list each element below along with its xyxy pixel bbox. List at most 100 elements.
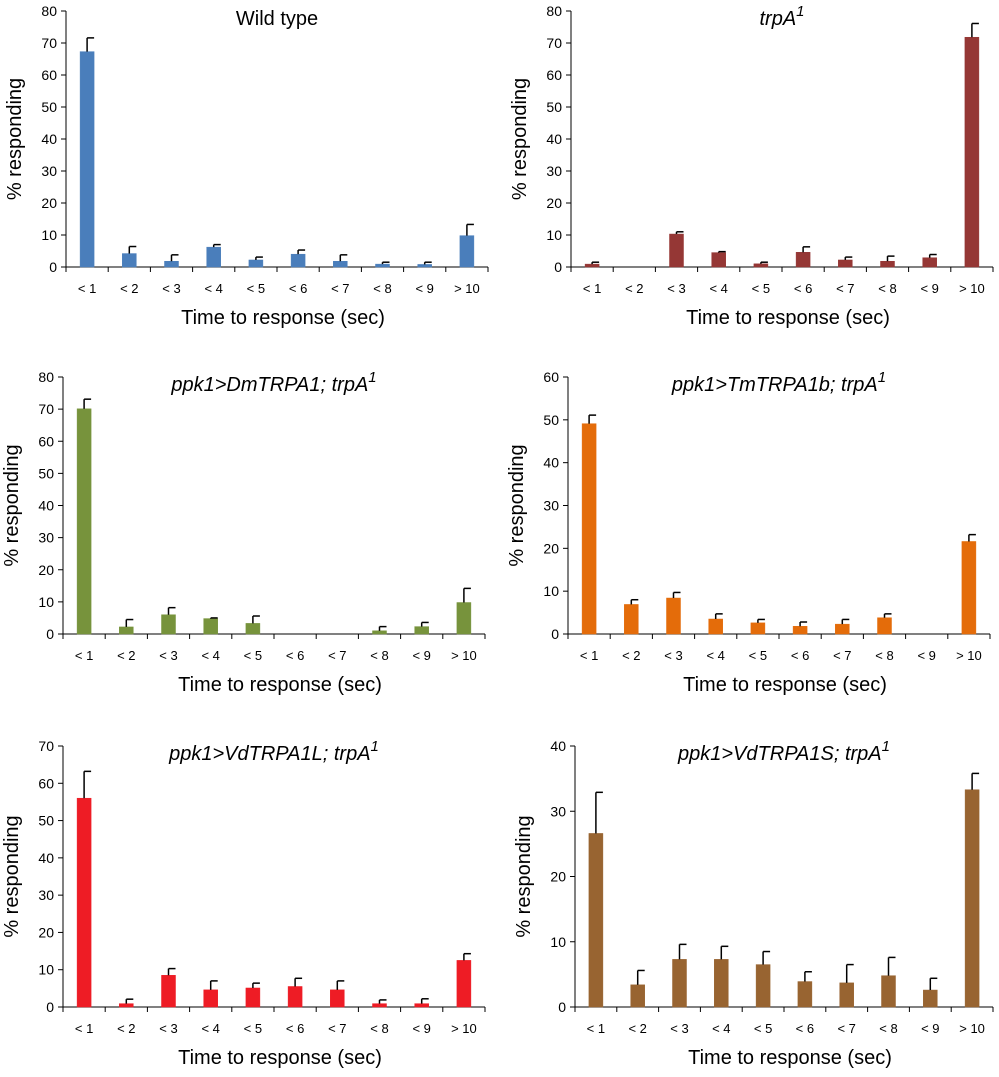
bar	[750, 622, 766, 635]
bar	[290, 253, 306, 268]
x-tick-label: < 3	[159, 1021, 177, 1036]
y-tick-label: 10	[546, 227, 562, 243]
bar	[203, 618, 218, 635]
x-tick-label: < 8	[370, 648, 388, 663]
x-tick-label: < 2	[625, 281, 643, 296]
x-tick-label: < 9	[920, 281, 938, 296]
x-tick-label: < 8	[875, 648, 893, 663]
bar	[753, 263, 769, 268]
x-tick-label: < 7	[328, 648, 346, 663]
bar	[330, 989, 345, 1008]
y-tick-label: 0	[554, 259, 562, 275]
y-tick-label: 20	[543, 540, 559, 556]
x-tick-label: < 3	[670, 1021, 688, 1036]
x-tick-label: < 6	[791, 648, 809, 663]
bar	[624, 604, 639, 635]
x-tick-label: > 10	[451, 1021, 477, 1036]
bar	[666, 597, 681, 635]
y-tick-label: 10	[41, 227, 57, 243]
y-tick-label: 50	[546, 99, 562, 115]
x-tick-label: < 3	[159, 648, 177, 663]
y-tick-label: 30	[41, 163, 57, 179]
y-tick-label: 80	[546, 3, 562, 19]
bar	[923, 989, 938, 1008]
x-tick-label: < 4	[204, 281, 222, 296]
bar	[584, 263, 600, 268]
chart-title: ppk1>DmTRPA1; trpA1	[170, 369, 376, 396]
x-tick-label: < 2	[622, 648, 640, 663]
x-tick-label: < 4	[709, 281, 727, 296]
y-tick-label: 50	[543, 412, 559, 428]
x-tick-label: < 8	[373, 281, 391, 296]
bar	[835, 623, 850, 635]
bar	[964, 36, 980, 268]
chart-title-text: ppk1>DmTRPA1; trpA	[170, 374, 368, 396]
x-tick-label: < 7	[836, 281, 854, 296]
bar	[877, 617, 892, 635]
x-tick-label: < 5	[752, 281, 770, 296]
y-tick-label: 60	[41, 67, 57, 83]
bar	[669, 233, 684, 268]
y-tick-label: 20	[550, 869, 566, 885]
y-tick-label: 0	[46, 626, 54, 642]
x-tick-label: < 7	[331, 281, 349, 296]
y-axis-title: % responding	[506, 444, 528, 566]
x-tick-label: > 10	[959, 1021, 985, 1036]
y-tick-label: 30	[550, 803, 566, 819]
bar	[964, 789, 980, 1008]
y-tick-label: 70	[38, 401, 54, 417]
x-tick-label: < 8	[370, 1021, 388, 1036]
bar	[922, 257, 937, 268]
y-axis-title: % responding	[513, 815, 535, 937]
x-axis-title: Time to response (sec)	[686, 307, 890, 329]
y-tick-label: 50	[38, 465, 54, 481]
bar	[372, 1003, 387, 1008]
bar	[203, 989, 218, 1008]
bar	[961, 541, 977, 635]
bar	[119, 1003, 134, 1008]
y-tick-label: 10	[543, 583, 559, 599]
x-tick-label: < 3	[667, 281, 685, 296]
y-tick-label: 60	[546, 67, 562, 83]
y-tick-label: 20	[41, 195, 57, 211]
chart-panel-4: 0 10 20 30 40 50 60 < 1 < 2 < 3 < 4 < 5 < 6 < 7 < 8 < 9…	[506, 369, 991, 696]
chart-title-superscript: 1	[371, 738, 379, 755]
x-tick-label: < 3	[162, 281, 180, 296]
x-tick-label: < 4	[712, 1021, 730, 1036]
y-tick-label: 70	[38, 738, 54, 754]
x-tick-label: < 5	[754, 1021, 772, 1036]
y-tick-label: 80	[38, 369, 54, 385]
chart-title-text: ppk1>TmTRPA1b; trpA	[671, 374, 878, 396]
y-tick-label: 10	[550, 934, 566, 950]
x-tick-label: < 5	[247, 281, 265, 296]
chart-title: ppk1>VdTRPA1S; trpA1	[677, 738, 890, 765]
x-tick-label: < 7	[328, 1021, 346, 1036]
y-tick-label: 10	[38, 594, 54, 610]
chart-title-text: ppk1>VdTRPA1L; trpA	[168, 743, 370, 765]
y-tick-label: 20	[38, 924, 54, 940]
x-tick-label: < 7	[833, 648, 851, 663]
bar	[880, 260, 895, 268]
x-tick-label: < 4	[201, 648, 219, 663]
x-tick-label: < 1	[580, 648, 598, 663]
y-axis-title: % responding	[1, 444, 23, 566]
x-tick-label: < 9	[415, 281, 433, 296]
y-tick-label: 40	[550, 738, 566, 754]
x-tick-label: < 2	[117, 648, 135, 663]
x-tick-label: < 3	[664, 648, 682, 663]
x-tick-label: < 9	[412, 648, 430, 663]
x-tick-label: < 2	[120, 281, 138, 296]
x-tick-label: > 10	[959, 281, 985, 296]
x-tick-label: < 8	[878, 281, 896, 296]
bar	[881, 975, 896, 1008]
chart-panel-2: 0 10 20 30 40 50 60 70 80 < 1 < 2 < 3 < 4 < 5 < 6 < 7 < …	[509, 3, 994, 329]
chart-title-superscript: 1	[878, 369, 886, 386]
x-tick-label: > 10	[956, 648, 982, 663]
bar	[792, 626, 808, 635]
y-axis-title: % responding	[509, 78, 531, 200]
bar	[838, 259, 853, 268]
y-tick-label: 0	[551, 626, 559, 642]
y-tick-label: 50	[41, 99, 57, 115]
x-tick-label: < 5	[244, 1021, 262, 1036]
